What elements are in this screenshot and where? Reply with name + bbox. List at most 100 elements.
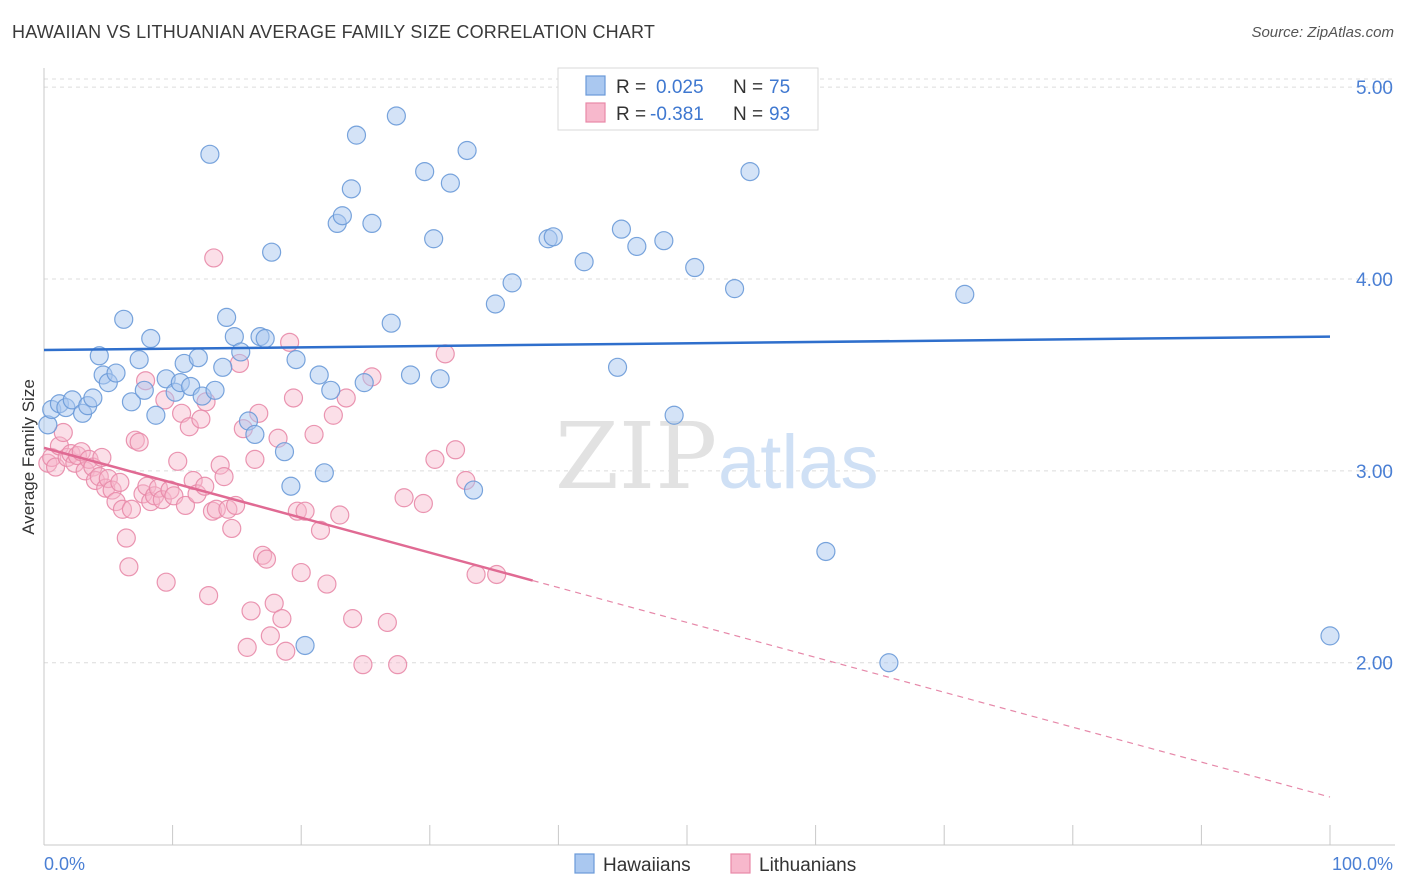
bottom-legend-hawaiians: Hawaiians bbox=[603, 855, 691, 876]
legend-r-label-1: R = bbox=[616, 77, 646, 98]
hawaiians-point-26 bbox=[205, 380, 225, 400]
lithuanians-point-72 bbox=[317, 574, 337, 594]
hawaiians-point-47 bbox=[354, 373, 374, 393]
trend-lines bbox=[43, 335, 1331, 798]
hawaiians-point-40 bbox=[309, 365, 329, 385]
bottom-legend-lithuanians: Lithuanians bbox=[759, 855, 856, 876]
source-label: Source: ZipAtlas.com bbox=[1251, 24, 1394, 41]
lithuanians-point-55 bbox=[241, 601, 261, 621]
hawaiians-point-50 bbox=[386, 106, 406, 126]
lithuanians-point-76 bbox=[343, 609, 363, 629]
hawaiians-point-36 bbox=[274, 442, 295, 462]
lithuanians-point-20 bbox=[110, 472, 130, 492]
hawaiians-point-64 bbox=[611, 219, 632, 239]
lithuanians-point-59 bbox=[256, 549, 277, 569]
lithuanians-point-80 bbox=[388, 655, 408, 675]
hawaiians-point-45 bbox=[341, 179, 361, 199]
lithuanians-point-68 bbox=[291, 562, 311, 583]
lithuanians-point-23 bbox=[119, 557, 139, 577]
legend-box: R = 0.025 N = 75 R = -0.381 N = 93 bbox=[557, 67, 819, 131]
watermark: ZIP atlas bbox=[555, 403, 879, 510]
lithuanians-point-50 bbox=[222, 518, 242, 539]
lithuanians-point-70 bbox=[304, 424, 324, 445]
lithuanians-point-61 bbox=[264, 593, 284, 613]
hawaiians-point-17 bbox=[146, 405, 166, 425]
lithuanians-point-71 bbox=[310, 520, 331, 540]
hawaiians-point-51 bbox=[400, 365, 421, 385]
hawaiians-point-49 bbox=[381, 313, 401, 333]
lithuanians-point-66 bbox=[283, 388, 304, 408]
axes bbox=[43, 68, 1395, 846]
hawaiians-point-67 bbox=[664, 405, 684, 425]
lithuanians-point-39 bbox=[179, 417, 199, 437]
lithuanians-point-33 bbox=[156, 572, 176, 592]
hawaiians-point-57 bbox=[463, 480, 484, 500]
legend-n-value-2: 93 bbox=[769, 104, 790, 125]
hawaiians-point-44 bbox=[332, 206, 352, 226]
hawaiians-point-74 bbox=[1320, 626, 1340, 646]
hawaiians-trend-line bbox=[43, 335, 1331, 352]
hawaiians-point-8 bbox=[89, 346, 109, 366]
y-tick-label-3: 5.00 bbox=[1356, 78, 1393, 99]
lithuanians-point-69 bbox=[295, 501, 315, 521]
lithuanians-point-90 bbox=[204, 248, 224, 268]
hawaiians-point-61 bbox=[543, 227, 563, 247]
lithuanians-point-17 bbox=[98, 468, 118, 489]
hawaiians-point-11 bbox=[106, 363, 126, 383]
hawaiians-point-30 bbox=[231, 342, 251, 362]
lithuanians-point-63 bbox=[272, 609, 292, 629]
hawaiians-point-42 bbox=[321, 380, 341, 400]
x-tick-label-1: 100.0% bbox=[1332, 854, 1393, 874]
hawaiians-point-15 bbox=[134, 380, 154, 400]
hawaiians-point-59 bbox=[502, 273, 522, 293]
hawaiians-point-38 bbox=[286, 350, 306, 370]
lithuanians-point-19 bbox=[106, 491, 126, 512]
x-tick-labels: 0.0% 100.0% bbox=[44, 854, 1393, 874]
hawaiians-point-46 bbox=[346, 125, 367, 145]
lithuanians-point-60 bbox=[260, 626, 280, 646]
hawaiians-point-69 bbox=[724, 279, 745, 299]
hawaiians-point-72 bbox=[879, 653, 899, 673]
hawaiians-point-27 bbox=[213, 357, 233, 377]
lithuanians-points bbox=[38, 248, 507, 675]
lithuanians-point-58 bbox=[253, 545, 273, 565]
chart-title: HAWAIIAN VS LITHUANIAN AVERAGE FAMILY SI… bbox=[12, 22, 656, 42]
legend-r-label-2: R = bbox=[616, 104, 646, 125]
hawaiians-point-37 bbox=[281, 476, 301, 496]
lithuanians-point-79 bbox=[377, 612, 397, 633]
hawaiians-point-58 bbox=[485, 294, 505, 314]
lithuanians-point-77 bbox=[353, 655, 373, 675]
lithuanians-point-75 bbox=[336, 388, 356, 408]
lithuanians-point-38 bbox=[175, 495, 196, 516]
hawaiians-point-66 bbox=[654, 231, 674, 251]
legend-n-label-1: N = bbox=[733, 77, 763, 98]
lithuanians-point-85 bbox=[445, 440, 466, 460]
bottom-legend-swatch-hawaiians bbox=[574, 853, 595, 874]
watermark-zip: ZIP bbox=[555, 403, 717, 510]
hawaiians-point-23 bbox=[188, 348, 208, 368]
hawaiians-point-54 bbox=[430, 369, 450, 389]
grid-lines bbox=[44, 78, 1395, 664]
hawaiians-point-53 bbox=[424, 229, 444, 249]
lithuanians-point-24 bbox=[121, 499, 142, 519]
hawaiians-point-34 bbox=[255, 328, 275, 349]
hawaiians-point-35 bbox=[262, 242, 282, 262]
lithuanians-point-42 bbox=[191, 409, 211, 429]
lithuanians-point-64 bbox=[276, 641, 296, 661]
hawaiians-point-48 bbox=[362, 213, 382, 233]
hawaiians-point-56 bbox=[457, 140, 477, 161]
hawaiians-point-55 bbox=[440, 173, 460, 193]
hawaiians-point-32 bbox=[245, 424, 265, 445]
lithuanians-point-48 bbox=[214, 467, 234, 487]
lithuanians-point-22 bbox=[116, 528, 136, 548]
hawaiians-point-63 bbox=[607, 357, 628, 377]
hawaiians-point-7 bbox=[83, 388, 103, 408]
legend-swatch-hawaiians bbox=[585, 75, 606, 96]
hawaiians-point-25 bbox=[200, 144, 220, 164]
hawaiians-point-13 bbox=[121, 392, 142, 412]
lithuanians-point-18 bbox=[102, 480, 122, 500]
lithuanians-point-82 bbox=[413, 493, 433, 514]
bottom-legend: Hawaiians Lithuanians bbox=[574, 853, 856, 876]
y-tick-label-0: 2.00 bbox=[1356, 654, 1393, 675]
